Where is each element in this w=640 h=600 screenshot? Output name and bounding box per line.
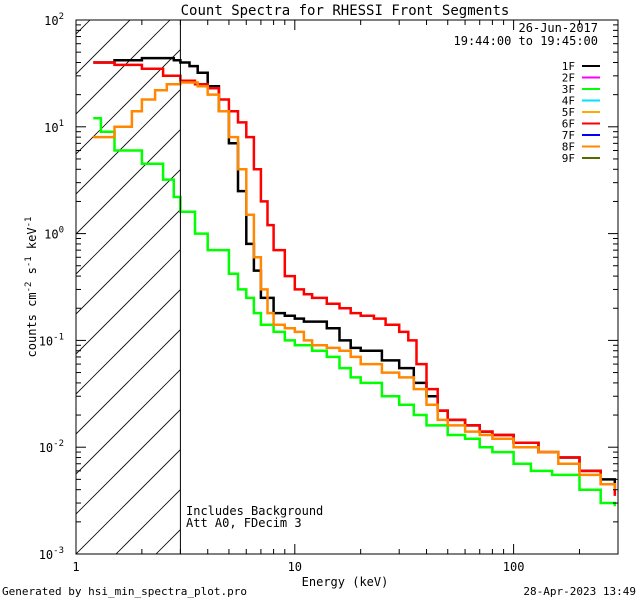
footer-generated-by: Generated by hsi_min_spectra_plot.pro xyxy=(2,585,247,598)
legend-label-9F: 9F xyxy=(562,152,575,165)
legend: 26-Jun-2017 19:44:00 to 19:45:00 1F2F3F4… xyxy=(454,21,600,165)
annotation-attenuator: Att A0, FDecim 3 xyxy=(186,516,302,530)
y-tick-label: 10-2 xyxy=(39,439,64,455)
legend-label-5F: 5F xyxy=(562,106,575,119)
background-hatch-region xyxy=(0,20,640,554)
y-label-part: s xyxy=(25,267,39,281)
y-tick-label: 101 xyxy=(44,119,64,135)
hatch-line xyxy=(76,329,181,435)
legend-label-8F: 8F xyxy=(562,141,575,154)
legend-label-6F: 6F xyxy=(562,118,575,131)
hatch-line xyxy=(436,20,640,554)
y-label-exp: -1 xyxy=(24,256,34,267)
footer-timestamp: 28-Apr-2023 13:49 xyxy=(523,585,636,598)
legend-label-1F: 1F xyxy=(562,60,575,73)
x-tick-label: 100 xyxy=(503,560,525,574)
hatch-line xyxy=(76,49,181,155)
y-label-part: counts cm xyxy=(25,292,39,357)
annotation-background: Includes Background xyxy=(186,504,323,518)
hatch-line xyxy=(76,409,181,515)
y-label-exp: -1 xyxy=(24,217,34,228)
legend-label-3F: 3F xyxy=(562,83,575,96)
y-tick-label: 100 xyxy=(44,226,64,242)
hatch-line xyxy=(76,89,181,195)
series-8F xyxy=(93,81,617,490)
hatch-line xyxy=(396,20,640,554)
y-axis-label: counts cm-2 s-1 keV-1 xyxy=(24,217,39,358)
series-1F xyxy=(93,56,617,490)
y-tick-label: 102 xyxy=(44,12,64,28)
y-tick-label: 10-3 xyxy=(39,546,64,562)
hatch-line xyxy=(76,369,181,475)
legend-time-range: 19:44:00 to 19:45:00 xyxy=(454,34,599,48)
hatch-line xyxy=(76,209,181,315)
legend-label-4F: 4F xyxy=(562,95,575,108)
plot-frame xyxy=(75,19,619,555)
hatch-line xyxy=(636,20,640,554)
y-label-part: keV xyxy=(25,227,39,256)
hatch-line xyxy=(76,249,181,355)
x-tick-label: 10 xyxy=(288,560,302,574)
hatch-line xyxy=(76,449,181,554)
x-axis-label: Energy (keV) xyxy=(302,575,389,589)
legend-label-7F: 7F xyxy=(562,129,575,142)
chart-title: Count Spectra for RHESSI Front Segments xyxy=(181,3,510,19)
hatch-line xyxy=(76,20,131,75)
legend-label-2F: 2F xyxy=(562,72,575,85)
legend-date: 26-Jun-2017 xyxy=(519,21,598,35)
x-tick-label: 1 xyxy=(72,560,79,574)
hatch-line xyxy=(76,169,181,275)
y-tick-label: 10-1 xyxy=(39,332,64,348)
hatch-line xyxy=(0,20,10,554)
series-6F xyxy=(93,61,617,496)
y-label-exp: -2 xyxy=(24,282,34,293)
hatch-line xyxy=(76,20,171,115)
